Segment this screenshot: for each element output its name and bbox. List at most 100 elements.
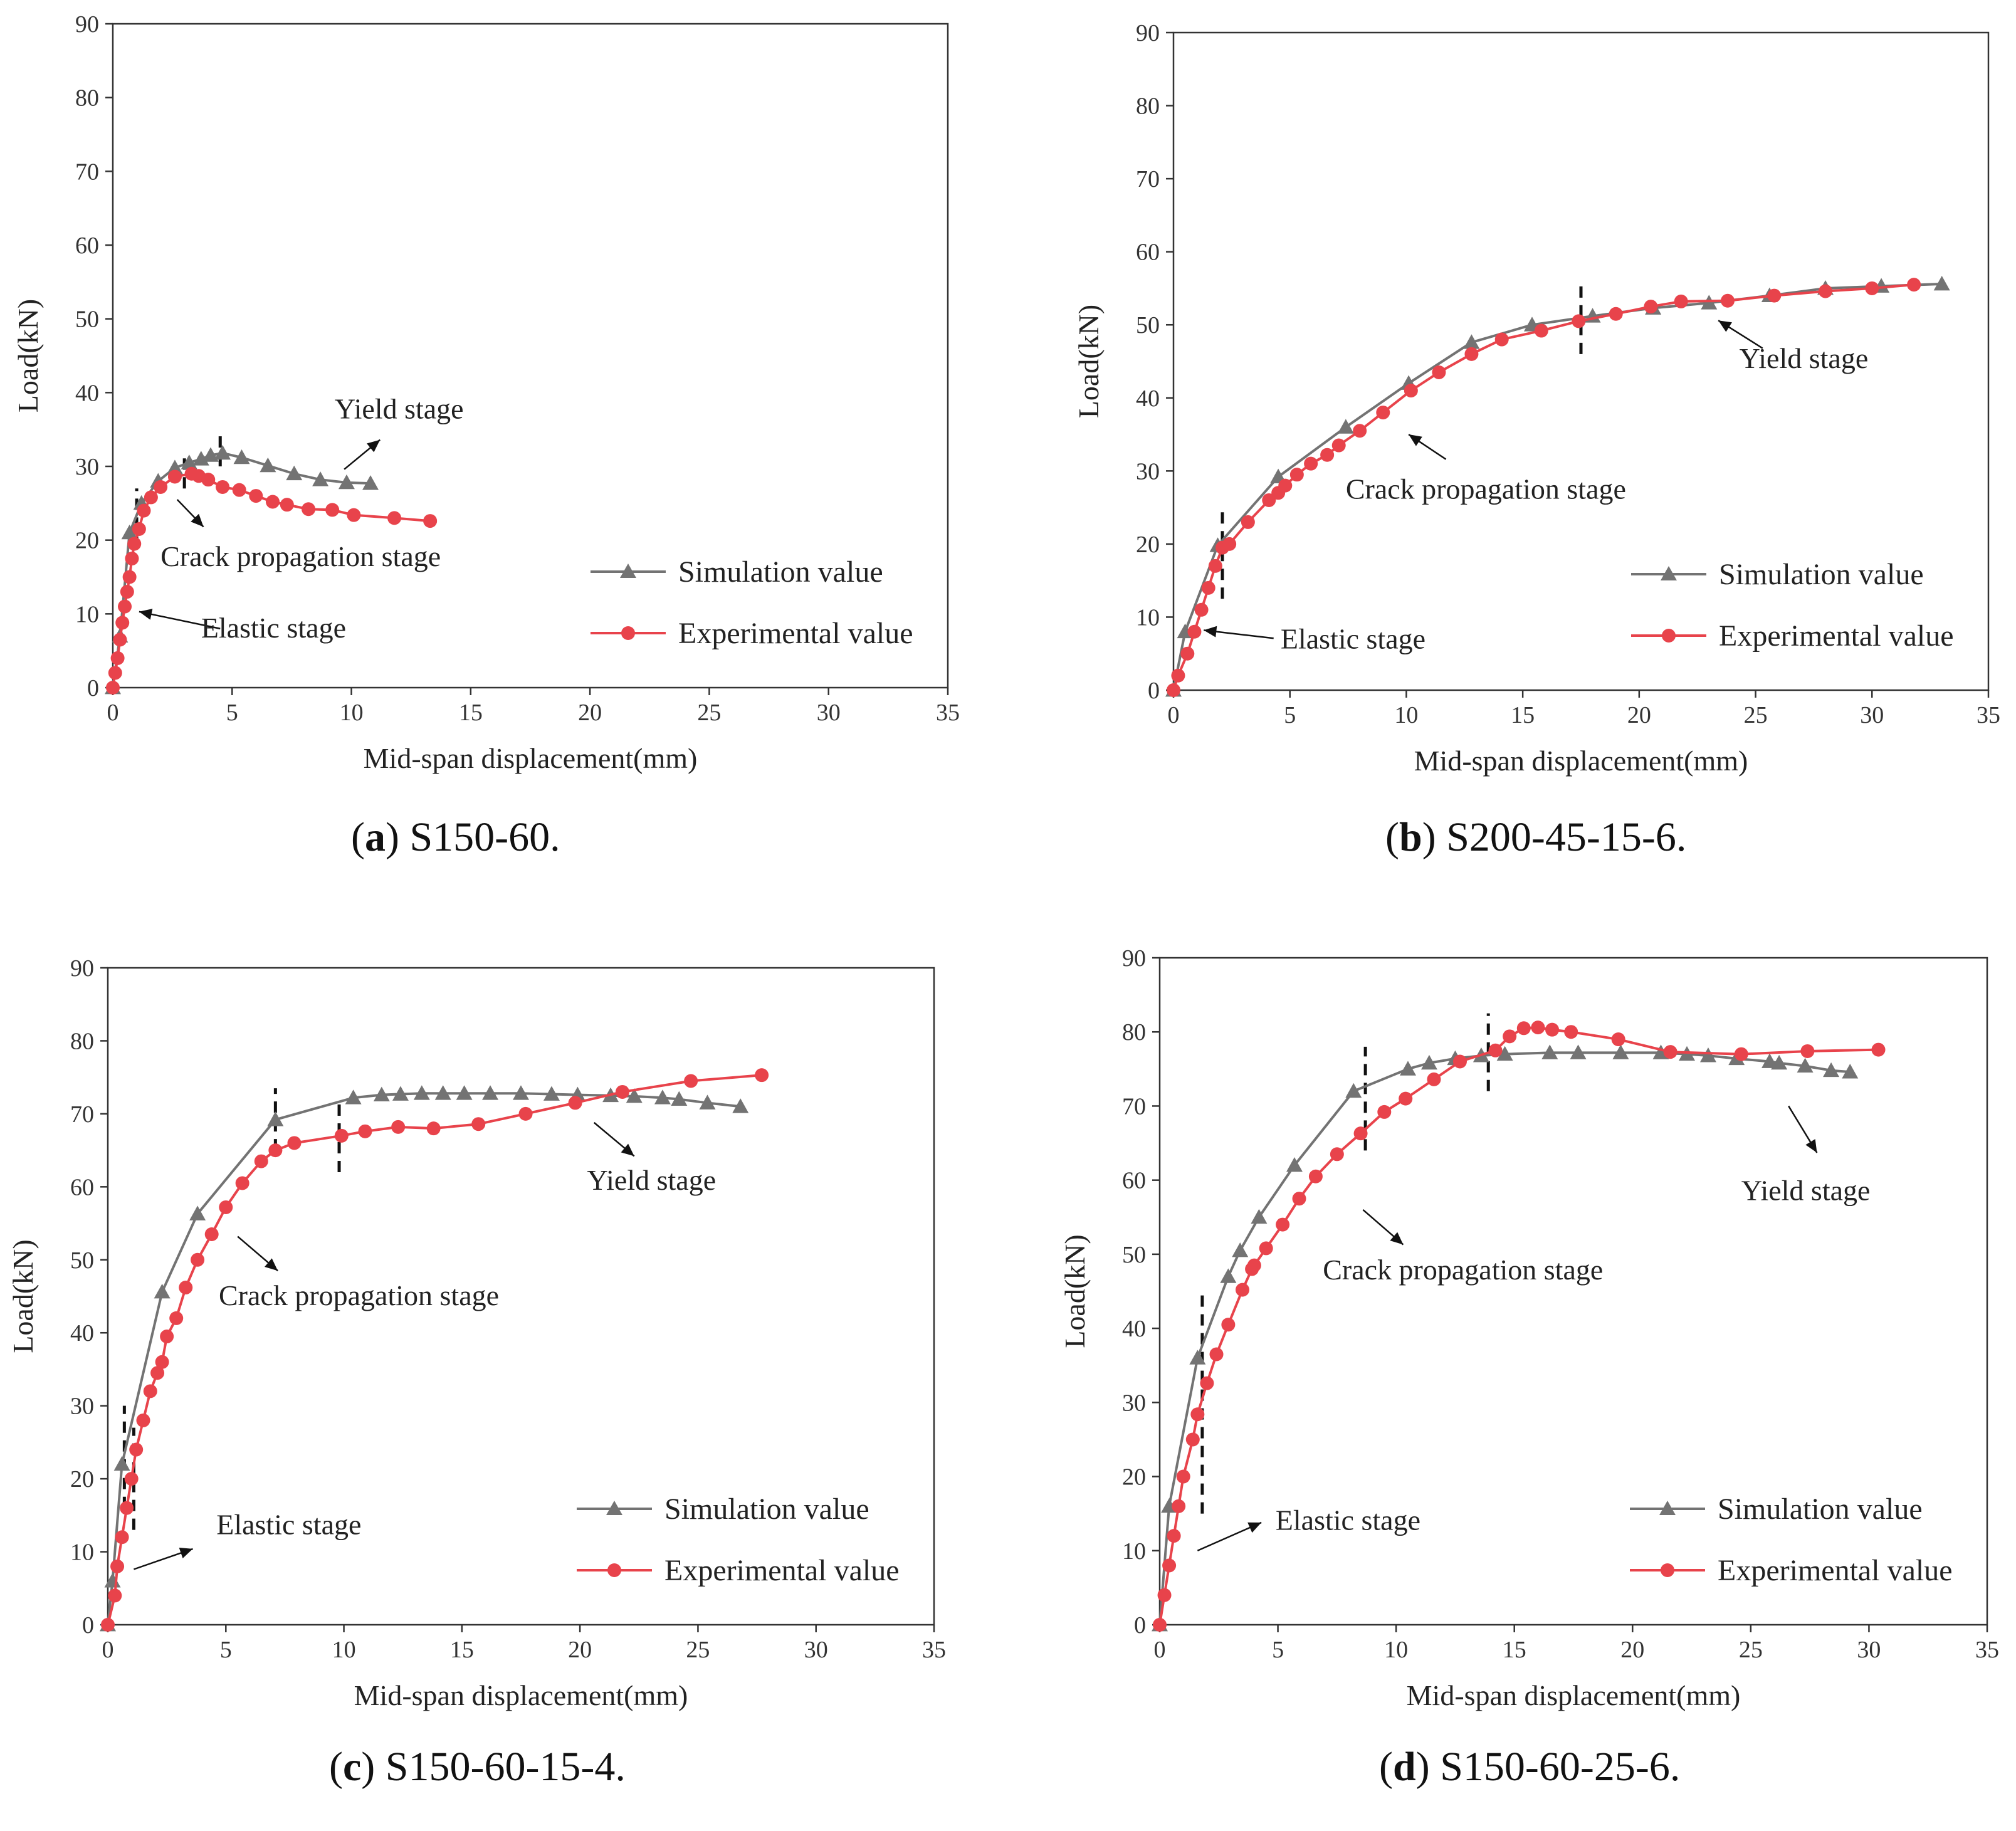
data-point — [216, 480, 230, 494]
data-point — [513, 1085, 529, 1100]
data-point — [1190, 1407, 1205, 1422]
annotation-label: Yield stage — [335, 393, 464, 425]
x-tick-label: 15 — [1503, 1637, 1526, 1663]
panel-caption: (b) S200-45-15-6. — [1385, 814, 1686, 860]
data-point — [144, 490, 158, 505]
y-tick-label: 0 — [1148, 678, 1160, 704]
data-point — [1865, 281, 1879, 295]
data-point — [191, 1252, 205, 1267]
data-point — [387, 511, 402, 525]
data-point — [1353, 424, 1367, 438]
y-tick-label: 80 — [1136, 93, 1160, 120]
x-tick-label: 30 — [817, 700, 841, 726]
arrowhead-icon — [1718, 320, 1732, 332]
y-tick-label: 20 — [75, 528, 99, 554]
annotation-label: Elastic stage — [216, 1509, 361, 1541]
y-tick-label: 70 — [75, 159, 99, 185]
data-point — [345, 1089, 362, 1104]
x-tick-label: 10 — [332, 1637, 356, 1663]
x-tick-label: 15 — [459, 700, 483, 726]
chart-panel-a: 0 5 10 15 20 25 30 35 0 10 20 30 40 50 60 70 80 90 Mid-spa… — [12, 11, 960, 860]
x-tick-label: 30 — [804, 1637, 828, 1663]
legend: Simulation value Experimental value — [591, 555, 913, 650]
y-tick-label: 70 — [70, 1101, 94, 1128]
data-point — [1337, 419, 1354, 434]
data-point — [235, 1176, 249, 1190]
data-point — [150, 1366, 165, 1380]
data-point — [181, 454, 197, 470]
data-point — [1432, 365, 1446, 379]
x-tick-label: 35 — [1975, 1637, 1999, 1663]
legend: Simulation value Experimental value — [1631, 558, 1954, 653]
data-point — [1194, 602, 1209, 617]
legend: Simulation value Experimental value — [1630, 1493, 1953, 1587]
data-point — [1399, 1091, 1413, 1106]
x-tick-label: 10 — [340, 700, 364, 726]
series-simulation — [1152, 1044, 1859, 1632]
data-point — [1171, 668, 1185, 683]
caption-paren: ) — [1416, 1744, 1440, 1790]
legend-label: Simulation value — [1718, 1493, 1923, 1526]
data-point — [325, 503, 340, 517]
x-tick-label: 0 — [1154, 1637, 1166, 1663]
x-tick-label: 25 — [1739, 1637, 1763, 1663]
x-tick-label: 20 — [578, 700, 602, 726]
data-point — [155, 1355, 169, 1369]
stage-annotation: Crack propagation stage — [219, 1236, 499, 1311]
legend-item: Experimental value — [1630, 1554, 1953, 1587]
data-point — [287, 1136, 302, 1150]
annotation-label: Yield stage — [1741, 1175, 1871, 1207]
data-point — [1531, 1020, 1545, 1035]
data-point — [118, 599, 132, 614]
data-point — [1185, 1432, 1200, 1447]
data-point — [232, 483, 246, 497]
data-point — [1494, 332, 1509, 347]
data-point — [1800, 1044, 1815, 1058]
data-point — [115, 616, 130, 630]
data-point — [1157, 1588, 1172, 1602]
x-tick-label: 0 — [107, 700, 119, 726]
caption-letter: b — [1399, 814, 1422, 860]
data-point — [1609, 307, 1623, 321]
y-tick-label: 60 — [75, 233, 99, 259]
data-point — [312, 471, 329, 486]
y-tick-label: 0 — [87, 675, 99, 701]
data-point — [1541, 1044, 1558, 1059]
data-point — [471, 1117, 486, 1131]
y-tick-label: 10 — [70, 1540, 94, 1566]
annotation-arrow-line — [139, 611, 221, 630]
x-tick-label: 20 — [1627, 702, 1651, 728]
y-tick-label: 10 — [75, 601, 99, 627]
data-point — [518, 1106, 533, 1121]
x-tick-label: 10 — [1394, 702, 1418, 728]
data-point — [1251, 1209, 1268, 1224]
caption-text: S150-60-15-4. — [386, 1744, 626, 1790]
data-point — [1304, 456, 1318, 471]
data-point — [154, 480, 168, 494]
y-tick-label: 80 — [75, 85, 99, 112]
stage-annotation: Elastic stage — [1197, 1504, 1420, 1551]
x-tick-label: 0 — [102, 1637, 114, 1663]
plot-frame — [112, 23, 949, 689]
x-tick-label: 5 — [220, 1637, 232, 1663]
annotation-label: Crack propagation stage — [219, 1279, 499, 1311]
legend-label: Simulation value — [678, 555, 883, 589]
arrowhead-icon — [367, 439, 381, 453]
stage-annotation: Crack propagation stage — [1323, 1209, 1603, 1286]
data-point — [1572, 314, 1586, 328]
legend-label: Experimental value — [678, 617, 913, 650]
y-tick-label: 10 — [1122, 1538, 1146, 1565]
data-point — [101, 1618, 115, 1632]
data-point — [1241, 515, 1255, 529]
y-tick-label: 40 — [75, 380, 99, 406]
legend-label: Experimental value — [1718, 1554, 1953, 1587]
legend-item: Experimental value — [591, 617, 913, 650]
data-point — [1516, 1021, 1531, 1036]
y-tick-label: 50 — [1136, 312, 1160, 338]
legend-item: Simulation value — [577, 1493, 869, 1526]
data-point — [108, 666, 122, 680]
panels: 0 5 10 15 20 25 30 350102030405060708090Mid-spa… — [7, 11, 2000, 1790]
data-point — [137, 503, 151, 518]
arrowhead-icon — [1805, 1139, 1817, 1153]
data-point — [154, 1284, 171, 1299]
